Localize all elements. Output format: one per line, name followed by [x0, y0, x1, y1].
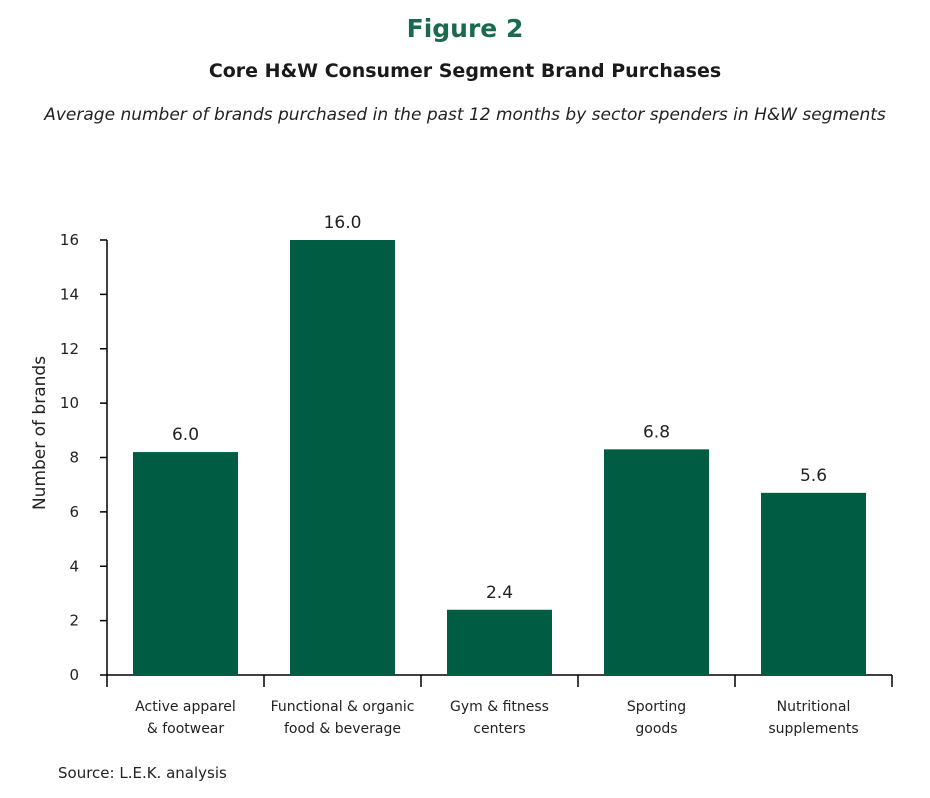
- bar: [290, 240, 395, 675]
- category-labels: Active apparel & footwear Functional & org…: [135, 699, 859, 737]
- data-label: 5.6: [800, 466, 827, 486]
- category-label: Nutritional: [777, 699, 851, 715]
- data-label: 6.0: [172, 425, 199, 445]
- category-label: goods: [635, 721, 677, 737]
- source-note: Source: L.E.K. analysis: [58, 764, 227, 782]
- x-axis: [106, 674, 893, 687]
- y-tick-label: 8: [69, 449, 79, 467]
- chart-title: Core H&W Consumer Segment Brand Purchase…: [208, 60, 722, 82]
- bar: [133, 452, 238, 675]
- bars: [133, 240, 866, 675]
- bar: [761, 492, 866, 675]
- category-label: Functional & organic: [271, 699, 415, 715]
- bar: [604, 449, 709, 675]
- category-label: Active apparel: [135, 699, 236, 715]
- data-label: 2.4: [486, 583, 513, 603]
- data-label: 16.0: [324, 213, 362, 233]
- data-label: 6.8: [643, 422, 670, 442]
- category-label: Gym & fitness: [450, 699, 549, 715]
- y-tick-label: 16: [60, 231, 79, 249]
- y-tick-label: 12: [60, 340, 79, 358]
- category-label: centers: [473, 721, 525, 737]
- category-label: food & beverage: [284, 721, 401, 737]
- data-labels: 6.0 16.0 2.4 6.8 5.6: [172, 213, 827, 603]
- y-tick-label: 14: [60, 285, 79, 303]
- y-axis: 0 2 4 6 8 10 12 14 16: [60, 231, 108, 684]
- y-tick-label: 4: [69, 557, 79, 575]
- y-tick-label: 0: [69, 666, 79, 684]
- figure-label: Figure 2: [406, 14, 524, 43]
- bar: [447, 609, 552, 675]
- category-label: Sporting: [627, 699, 686, 715]
- y-tick-label: 2: [69, 612, 79, 630]
- category-label: supplements: [768, 721, 858, 737]
- y-tick-label: 6: [69, 503, 79, 521]
- chart-subtitle: Average number of brands purchased in th…: [44, 105, 886, 125]
- y-axis-title: Number of brands: [30, 356, 50, 510]
- y-tick-label: 10: [60, 394, 79, 412]
- category-label: & footwear: [147, 721, 225, 737]
